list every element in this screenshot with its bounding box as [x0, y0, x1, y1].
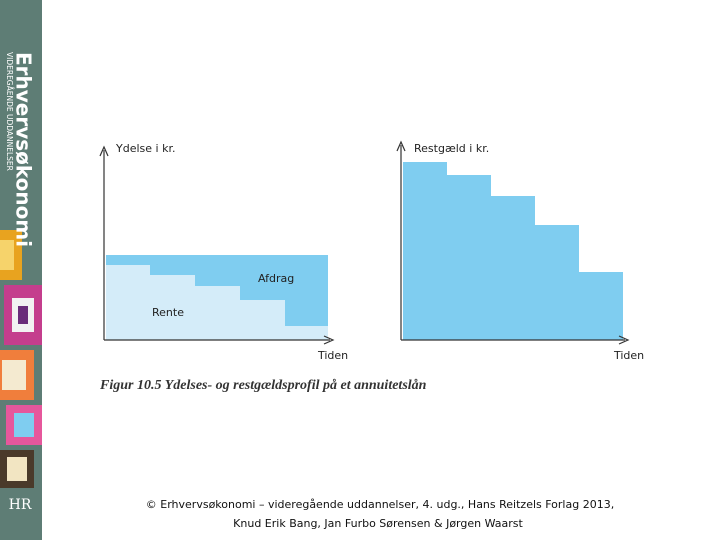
axis-arrow [323, 335, 335, 345]
y-axis-label: Restgæld i kr. [414, 142, 489, 155]
pattern-square [0, 240, 14, 270]
sidebar-title: Erhvervsøkonomi [12, 52, 36, 247]
pattern-square [2, 360, 26, 390]
restgaeld-area [403, 162, 623, 340]
logo: HR [9, 497, 32, 513]
x-axis-label: Tiden [613, 349, 644, 362]
area-label: Afdrag [258, 272, 294, 285]
rente-area [106, 265, 328, 340]
axis-arrow [618, 335, 630, 345]
footer-line: Knud Erik Bang, Jan Furbo Sørensen & Jør… [233, 517, 523, 530]
axis-arrow [99, 145, 109, 157]
sidebar-pattern [0, 230, 42, 488]
caption: Figur 10.5 Ydelses- og restgældsprofil p… [99, 378, 427, 393]
figure-ydelse: Ydelse i kr. Tiden Afdrag Rente [99, 142, 348, 362]
footer-line: © Erhvervsøkonomi – videregående uddanne… [146, 498, 614, 511]
sidebar-subtitle: VIDEREGÅENDE UDDANNELSER [5, 52, 14, 171]
pattern-square [7, 457, 27, 481]
x-axis-label: Tiden [317, 349, 348, 362]
pattern-square [18, 306, 28, 324]
axis-arrow [396, 140, 406, 152]
area-label: Rente [152, 306, 184, 319]
figure-restgaeld: Restgæld i kr. Tiden [396, 140, 644, 362]
pattern-square [14, 413, 34, 437]
y-axis-label: Ydelse i kr. [115, 142, 175, 155]
